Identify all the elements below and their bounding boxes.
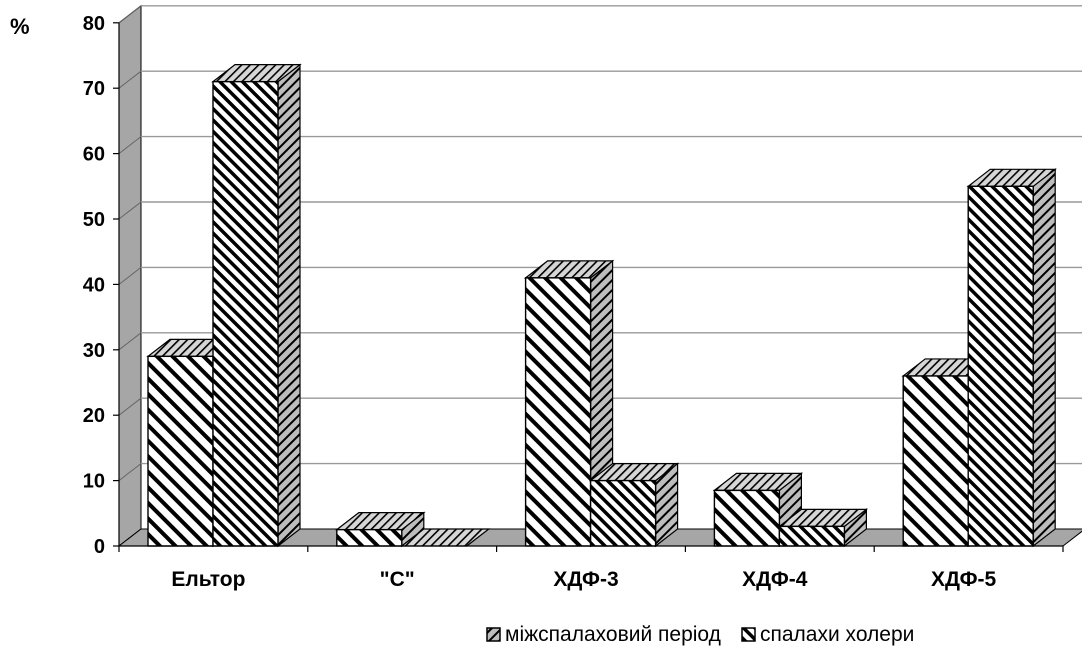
legend-item: спалахи холери xyxy=(741,623,914,646)
x-category-label: ХДФ-5 xyxy=(931,568,997,591)
x-category-label: Ельтор xyxy=(171,568,245,591)
gridline-side xyxy=(118,332,142,351)
bar-front xyxy=(967,185,1034,547)
bar-front xyxy=(589,479,657,547)
y-tick-label: 70 xyxy=(83,78,105,100)
legend-swatch xyxy=(486,627,501,642)
y-tick-label: 60 xyxy=(83,144,105,166)
y-axis-label: % xyxy=(10,14,30,39)
axis-labels: 0 10 20 30 40 50 60 70 80 Ельтор "C" ХДФ-3 ХДФ-4 ХДФ-… xyxy=(83,13,997,591)
gridline-side xyxy=(118,70,142,89)
legend: міжспалаховий період спалахи холери xyxy=(486,623,914,646)
y-tick-label: 0 xyxy=(94,536,105,558)
legend-label: міжспалаховий період xyxy=(505,623,721,646)
gridline-side xyxy=(118,463,142,481)
gridline-side xyxy=(118,397,142,416)
gridline-side xyxy=(118,136,142,154)
bar-front xyxy=(524,277,592,547)
bar-front xyxy=(778,525,846,547)
bar-front xyxy=(147,355,214,547)
x-category-label: ХДФ-3 xyxy=(553,568,618,591)
y-tick-label: 80 xyxy=(83,13,105,35)
y-tick-label: 50 xyxy=(83,209,105,231)
bar-front xyxy=(336,528,403,547)
bar xyxy=(588,462,680,548)
y-tick-label: 40 xyxy=(83,274,105,296)
bar xyxy=(966,168,1057,548)
legend-label: спалахи холери xyxy=(760,623,914,646)
y-tick-label: 10 xyxy=(83,471,105,493)
y-tick-label: 30 xyxy=(83,340,105,362)
bar xyxy=(211,63,302,548)
legend-swatch xyxy=(741,627,756,642)
x-category-label: ХДФ-4 xyxy=(742,568,808,591)
bar-front xyxy=(902,375,969,547)
bar-side xyxy=(1032,168,1056,548)
bar-front xyxy=(713,489,781,547)
bar xyxy=(777,508,869,548)
bars xyxy=(146,63,1057,548)
bar xyxy=(335,511,426,548)
gridline-side xyxy=(118,5,142,24)
legend-item: міжспалаховий період xyxy=(486,623,721,646)
gridline-side xyxy=(118,201,142,220)
bar-side xyxy=(277,63,301,548)
bar-front xyxy=(212,80,279,547)
y-tick-label: 20 xyxy=(83,405,105,427)
gridline-side xyxy=(118,267,142,285)
axes xyxy=(113,22,1064,552)
x-category-label: "C" xyxy=(380,568,415,591)
